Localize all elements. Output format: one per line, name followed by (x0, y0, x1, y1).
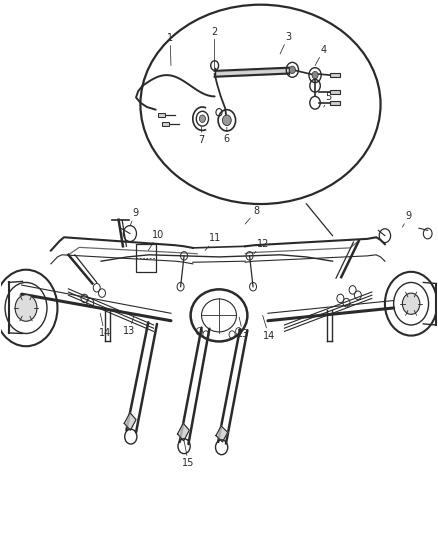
Text: 2: 2 (212, 27, 218, 70)
Polygon shape (216, 426, 228, 442)
FancyBboxPatch shape (330, 73, 340, 77)
Text: 15: 15 (182, 441, 194, 468)
Circle shape (15, 295, 37, 321)
Text: 8: 8 (245, 206, 259, 224)
Text: 14: 14 (263, 316, 275, 341)
Text: 11: 11 (205, 233, 222, 251)
Text: 10: 10 (148, 230, 164, 251)
Polygon shape (177, 423, 189, 441)
FancyBboxPatch shape (330, 90, 340, 94)
Text: 9: 9 (403, 211, 412, 227)
Text: 3: 3 (280, 32, 291, 54)
Text: 1: 1 (167, 33, 173, 66)
Text: 9: 9 (130, 208, 138, 226)
Text: 6: 6 (224, 127, 230, 144)
Text: 13: 13 (124, 316, 136, 336)
Circle shape (289, 66, 295, 74)
Text: 14: 14 (99, 313, 111, 338)
Text: 5: 5 (324, 92, 331, 107)
Text: 13: 13 (237, 317, 249, 339)
FancyBboxPatch shape (158, 113, 165, 117)
Polygon shape (124, 413, 136, 430)
Circle shape (403, 293, 420, 314)
Text: 7: 7 (198, 127, 205, 145)
FancyBboxPatch shape (330, 101, 340, 105)
Text: 12: 12 (254, 239, 269, 254)
Circle shape (223, 115, 231, 126)
Text: 4: 4 (315, 45, 327, 66)
Circle shape (312, 71, 318, 79)
Circle shape (199, 115, 205, 123)
FancyBboxPatch shape (162, 122, 169, 126)
